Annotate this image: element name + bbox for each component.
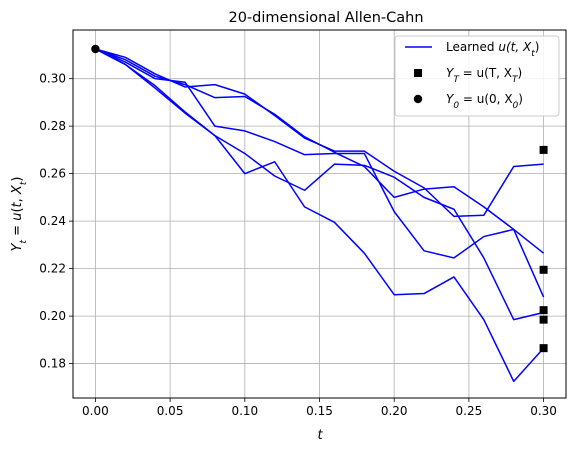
legend-box [394,35,560,117]
x-axis-ticks: 0.00 0.05 0.10 0.15 0.20 0.25 0.30 [82,398,557,418]
y-tick-label: 0.30 [39,72,66,86]
initial-circle-marker [91,44,100,54]
chart-title: 20-dimensional Allen-Cahn [228,10,423,26]
terminal-square-marker [539,306,548,315]
learned-path-line-4 [95,48,544,321]
series-lines [95,48,545,383]
terminal-square-marker [539,265,548,274]
x-tick-label: 0.30 [530,404,557,418]
x-tick-label: 0.00 [82,404,109,418]
y-tick-label: 0.28 [39,119,66,133]
terminal-square-marker [539,145,548,154]
legend-label: YT = u(T, XT) [446,66,522,85]
x-tick-label: 0.05 [157,404,184,418]
marker-points [91,44,548,353]
y-tick-label: 0.18 [39,357,66,371]
legend-label: Learned u(t, Xt) [446,40,539,59]
x-tick-label: 0.20 [381,404,408,418]
learned-path-line-5 [95,48,545,383]
legend-square-swatch [414,69,422,77]
legend-circle-swatch [413,94,423,104]
learned-path-line-3 [95,48,545,298]
x-tick-label: 0.25 [456,404,483,418]
y-axis-title: Yt = u(t, Xt) [10,177,29,252]
legend: Learned u(t, Xt) YT = u(T, XT) Y0 = u(0, X… [394,35,560,117]
y-axis-ticks: 0.18 0.20 0.22 0.24 0.26 0.28 0.30 [39,72,73,371]
terminal-square-marker [539,344,548,353]
y-tick-label: 0.22 [39,262,66,276]
x-axis-title: t [317,428,323,443]
y-tick-label: 0.20 [39,309,66,323]
x-tick-label: 0.15 [306,404,333,418]
x-tick-label: 0.10 [231,404,258,418]
legend-label: Y0 = u(0, X0) [446,92,523,111]
terminal-square-marker [539,315,548,324]
grid-lines [73,30,566,398]
y-tick-label: 0.24 [39,214,66,228]
y-tick-label: 0.26 [39,167,66,181]
